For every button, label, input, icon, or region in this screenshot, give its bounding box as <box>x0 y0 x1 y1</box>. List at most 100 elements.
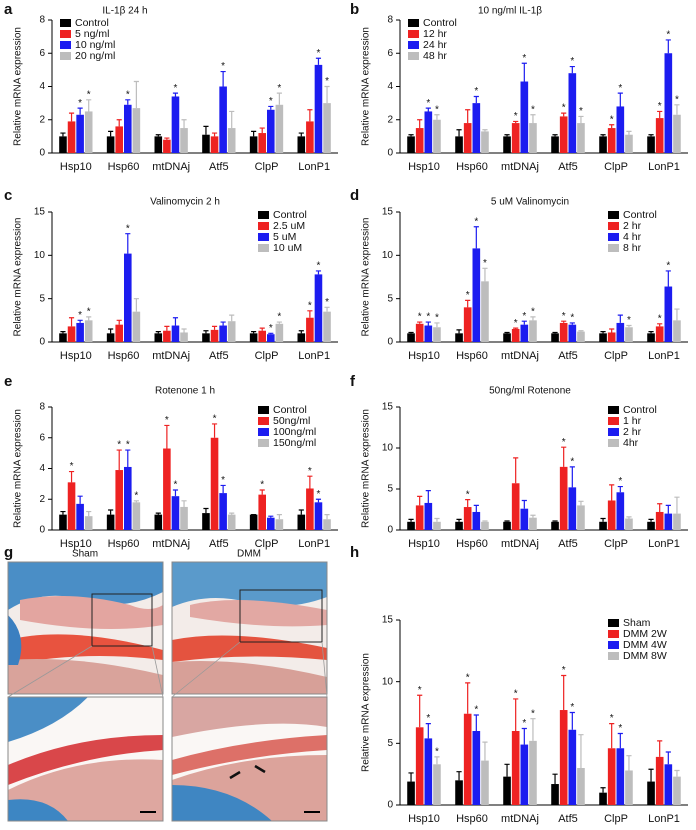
error-bar <box>456 518 462 522</box>
significance-mark: * <box>570 702 574 713</box>
significance-mark: * <box>418 685 422 696</box>
significance-mark: * <box>658 101 662 112</box>
legend-swatch <box>408 41 419 49</box>
y-tick-label: 8 <box>387 15 393 26</box>
x-tick-label: Hsp60 <box>108 350 140 362</box>
legend-swatch <box>608 406 619 414</box>
bar <box>306 121 314 153</box>
legend-label: 4 hr <box>623 231 642 243</box>
legend-swatch <box>258 233 269 241</box>
bar <box>415 727 424 805</box>
bar <box>625 327 633 342</box>
bar <box>297 514 306 530</box>
error-bar <box>251 130 257 137</box>
error-bar <box>482 520 488 522</box>
x-tick-label: Atf5 <box>558 538 578 550</box>
legend-swatch <box>258 428 269 436</box>
x-tick-label: Hsp60 <box>456 350 488 362</box>
legend-swatch <box>258 439 269 447</box>
significance-mark: * <box>474 86 478 97</box>
error-bar <box>617 732 623 749</box>
error-bar <box>229 512 235 515</box>
bar <box>124 466 132 530</box>
significance-mark: * <box>514 111 518 122</box>
legend-label: 2.5 uM <box>273 220 305 232</box>
significance-mark: * <box>117 440 121 451</box>
significance-mark: * <box>618 83 622 94</box>
bar <box>559 116 568 153</box>
bar <box>132 108 141 153</box>
error-bar <box>417 495 423 506</box>
bar <box>154 514 163 530</box>
bar <box>673 776 681 805</box>
bar-chart: f 50ng/ml Rotenone Relative mRNA expressio… <box>350 373 688 550</box>
error-bar <box>513 327 519 329</box>
significance-mark: * <box>269 323 273 334</box>
error-bar <box>473 504 479 512</box>
bar <box>171 96 180 153</box>
bar <box>472 248 481 342</box>
y-axis-label: Relative mRNA expression <box>361 653 372 772</box>
x-tick-label: mtDNAj <box>501 161 539 173</box>
legend-label: DMM 8W <box>623 650 667 662</box>
legend-label: 10 uM <box>273 242 302 254</box>
bar <box>625 134 633 153</box>
y-tick-label: 4 <box>39 81 45 92</box>
panel-label: d <box>350 187 359 204</box>
bar <box>275 519 284 530</box>
bar <box>227 321 236 342</box>
legend-label: 8 hr <box>623 242 642 254</box>
legend-swatch <box>608 211 619 219</box>
significance-mark: * <box>87 89 91 100</box>
x-tick-label: Hsp60 <box>456 161 488 173</box>
significance-mark: * <box>610 114 614 125</box>
bar <box>607 500 616 530</box>
error-bar <box>521 499 527 509</box>
y-tick-label: 10 <box>382 676 394 687</box>
bar <box>647 136 655 153</box>
legend-swatch <box>608 630 619 638</box>
bar <box>599 792 607 805</box>
legend-swatch <box>608 439 619 447</box>
error-bar <box>530 718 536 741</box>
bar <box>163 448 171 530</box>
error-bar <box>552 773 558 785</box>
error-bar <box>315 498 322 503</box>
error-bar <box>626 324 632 328</box>
error-bar <box>504 331 510 334</box>
significance-mark: * <box>221 61 225 72</box>
significance-mark: * <box>269 96 273 107</box>
error-bar <box>674 769 680 777</box>
error-bar <box>164 424 170 449</box>
chart-title: 10 ng/ml IL-1β <box>478 6 542 17</box>
significance-mark: * <box>426 713 430 724</box>
x-tick-label: ClpP <box>604 161 628 173</box>
error-bar <box>298 132 304 137</box>
significance-mark: * <box>531 307 535 318</box>
bar <box>472 103 481 153</box>
significance-mark: * <box>562 311 566 322</box>
significance-mark: * <box>466 673 470 684</box>
significance-mark: * <box>466 489 470 500</box>
bar <box>249 514 258 530</box>
error-bar <box>657 503 663 512</box>
error-bar <box>324 306 330 312</box>
x-tick-label: mtDNAj <box>152 538 190 550</box>
error-bar <box>473 226 479 249</box>
bar <box>664 53 673 153</box>
significance-mark: * <box>426 98 430 109</box>
error-bar <box>324 85 330 104</box>
bar <box>472 511 481 530</box>
legend-swatch <box>60 52 71 60</box>
legend-swatch <box>258 406 269 414</box>
bar <box>106 136 115 153</box>
bar <box>59 333 67 342</box>
error-bar <box>648 331 654 334</box>
bar <box>76 503 84 530</box>
legend-label: Control <box>273 209 307 221</box>
bar <box>511 329 520 342</box>
significance-mark: * <box>531 708 535 719</box>
significance-mark: * <box>666 261 670 272</box>
legend-label: 100ng/ml <box>273 426 316 438</box>
x-tick-label: Atf5 <box>558 161 578 173</box>
